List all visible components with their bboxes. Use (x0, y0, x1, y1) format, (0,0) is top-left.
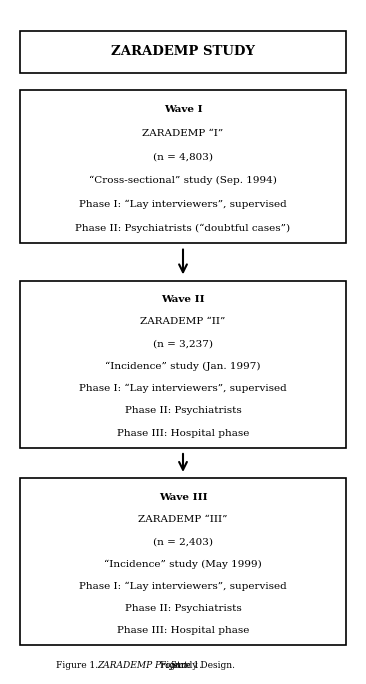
Text: ZARADEMP STUDY: ZARADEMP STUDY (111, 45, 255, 58)
Text: Wave III: Wave III (159, 492, 207, 501)
FancyBboxPatch shape (19, 31, 347, 73)
Text: Phase II: Psychiatrists: Phase II: Psychiatrists (125, 604, 241, 613)
Text: Phase III: Hospital phase: Phase III: Hospital phase (117, 429, 249, 438)
Text: (n = 3,237): (n = 3,237) (153, 340, 213, 349)
Text: Phase I: “Lay interviewers”, supervised: Phase I: “Lay interviewers”, supervised (79, 384, 287, 393)
Text: “Incidence” study (Jan. 1997): “Incidence” study (Jan. 1997) (105, 362, 261, 371)
Text: : Study Design.: : Study Design. (165, 661, 235, 670)
Text: ZARADEMP “III”: ZARADEMP “III” (138, 515, 228, 524)
Text: Figure 1.: Figure 1. (161, 661, 205, 670)
FancyBboxPatch shape (19, 280, 347, 447)
Text: Phase I: “Lay interviewers”, supervised: Phase I: “Lay interviewers”, supervised (79, 581, 287, 591)
Text: ZARADEMP “II”: ZARADEMP “II” (140, 317, 226, 326)
FancyBboxPatch shape (19, 478, 347, 645)
Text: “Cross-sectional” study (Sep. 1994): “Cross-sectional” study (Sep. 1994) (89, 176, 277, 185)
Text: Phase I: “Lay interviewers”, supervised: Phase I: “Lay interviewers”, supervised (79, 200, 287, 209)
Text: “Incidence” study (May 1999): “Incidence” study (May 1999) (104, 560, 262, 568)
Text: ZARADEMP Project: ZARADEMP Project (98, 661, 188, 670)
Text: (n = 4,803): (n = 4,803) (153, 153, 213, 161)
Text: Wave II: Wave II (161, 295, 205, 304)
Text: Phase II: Psychiatrists (“doubtful cases”): Phase II: Psychiatrists (“doubtful cases… (75, 223, 291, 233)
Text: ZARADEMP “I”: ZARADEMP “I” (142, 129, 224, 138)
Text: Wave I: Wave I (164, 105, 202, 114)
Text: Figure 1.: Figure 1. (56, 661, 101, 670)
Text: Phase II: Psychiatrists: Phase II: Psychiatrists (125, 406, 241, 415)
FancyBboxPatch shape (19, 90, 347, 244)
Text: (n = 2,403): (n = 2,403) (153, 537, 213, 546)
Text: Phase III: Hospital phase: Phase III: Hospital phase (117, 626, 249, 635)
